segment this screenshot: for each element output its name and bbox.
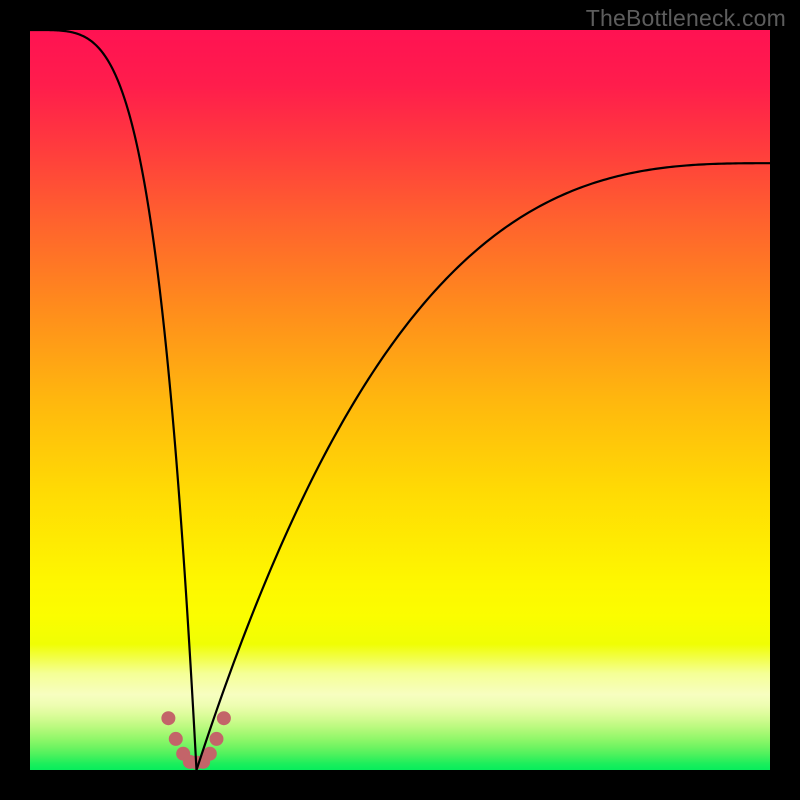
curve-layer (30, 30, 770, 770)
watermark-label: TheBottleneck.com (586, 5, 786, 32)
marker-point (161, 711, 175, 725)
curve-right-branch (197, 163, 771, 770)
marker-point (203, 747, 217, 761)
marker-point (217, 711, 231, 725)
chart-stage: TheBottleneck.com (0, 0, 800, 800)
marker-point (169, 732, 183, 746)
curve-left-branch (30, 30, 197, 770)
marker-point (209, 732, 223, 746)
plot-area (30, 30, 770, 770)
